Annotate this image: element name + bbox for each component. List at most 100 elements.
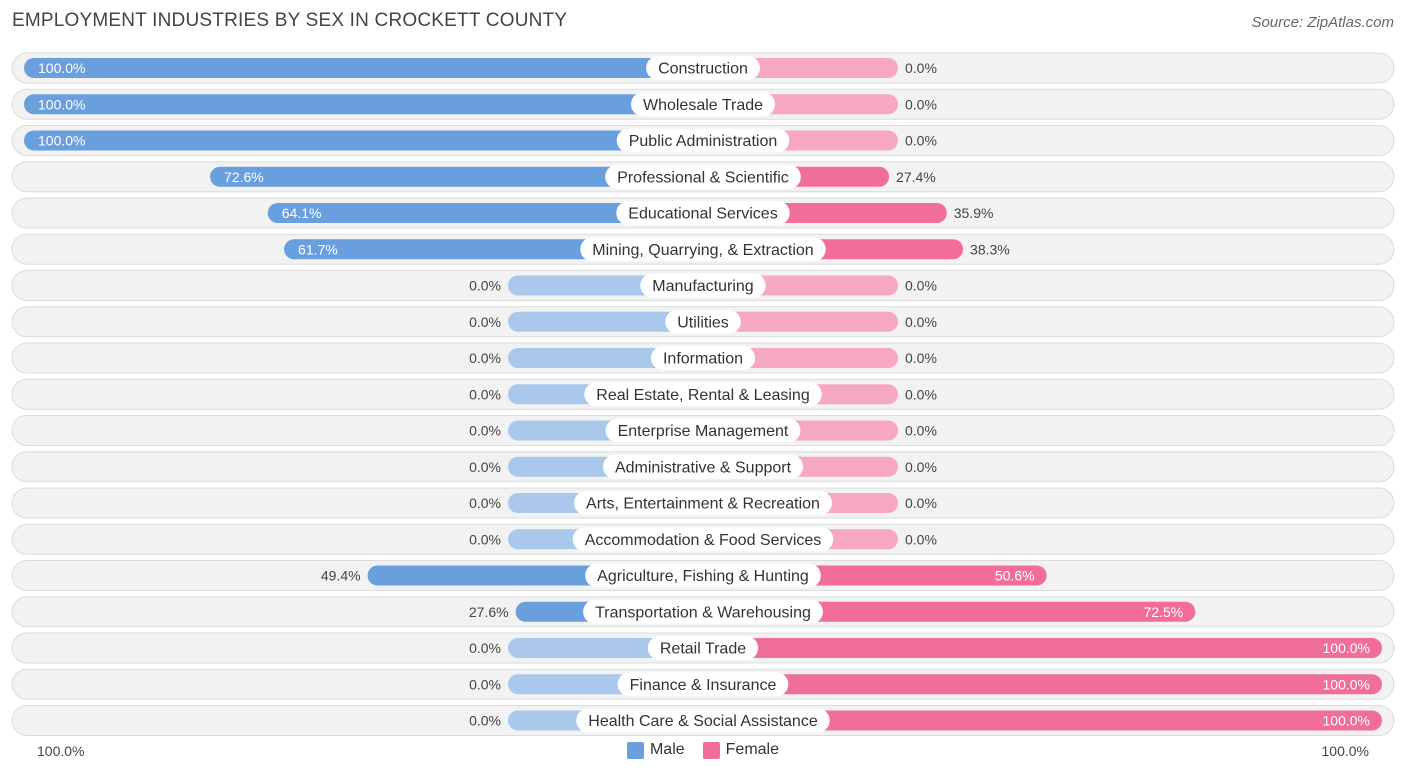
female-value-label: 100.0% (1323, 676, 1370, 692)
male-value-label: 0.0% (469, 676, 501, 692)
male-value-label: 64.1% (282, 205, 322, 221)
male-bar[interactable] (24, 94, 703, 115)
category-label-pill (616, 128, 790, 153)
female-value-label: 35.9% (954, 205, 994, 221)
female-bar[interactable] (703, 710, 1382, 731)
category-label: Enterprise Management (605, 418, 801, 443)
category-label: Health Care & Social Assistance (576, 708, 830, 733)
category-label-text: Manufacturing (652, 278, 753, 295)
category-label-pill (646, 56, 760, 80)
male-value-label: 0.0% (469, 459, 501, 475)
category-label: Manufacturing (640, 273, 766, 298)
legend: Male Female (0, 741, 1406, 759)
male-value-label: 0.0% (469, 531, 501, 547)
category-label: Wholesale Trade (630, 92, 776, 117)
female-value-label: 27.4% (896, 169, 936, 185)
male-bar[interactable] (24, 130, 703, 151)
category-label-text: Real Estate, Rental & Leasing (596, 387, 809, 404)
female-value-label: 0.0% (905, 350, 937, 366)
male-bar[interactable] (267, 203, 703, 223)
male-value-label: 0.0% (469, 386, 501, 402)
category-label: Transportation & Warehousing (583, 599, 823, 624)
category-label-pill (647, 636, 759, 660)
category-label: Public Administration (616, 128, 790, 153)
male-value-label: 27.6% (469, 604, 509, 620)
category-label-pill (630, 92, 776, 117)
female-value-label: 0.0% (905, 386, 937, 402)
category-label-text: Information (663, 351, 743, 368)
male-bar[interactable] (508, 311, 703, 332)
legend-label-male: Male (649, 741, 685, 758)
female-value-label: 100.0% (1323, 713, 1370, 729)
female-value-label: 0.0% (905, 423, 937, 439)
female-value-label: 100.0% (1323, 640, 1370, 656)
female-value-label: 0.0% (905, 96, 937, 112)
chart-title: EMPLOYMENT INDUSTRIES BY SEX IN CROCKETT… (12, 10, 568, 31)
category-label-text: Administrative & Support (615, 459, 792, 476)
legend-label-female: Female (725, 741, 780, 758)
category-label-pill (574, 491, 832, 515)
category-label-text: Wholesale Trade (643, 97, 763, 114)
category-label-text: Retail Trade (660, 641, 746, 658)
male-value-label: 100.0% (38, 60, 85, 76)
category-label: Real Estate, Rental & Leasing (584, 382, 822, 407)
category-label-text: Accommodation & Food Services (585, 532, 822, 549)
male-value-label: 61.7% (298, 241, 338, 257)
male-bar[interactable] (24, 58, 703, 78)
female-bar[interactable] (703, 601, 1196, 622)
male-value-label: 0.0% (469, 278, 501, 294)
category-label-text: Finance & Insurance (630, 677, 777, 694)
female-value-label: 0.0% (905, 133, 937, 149)
category-label-pill (605, 418, 801, 443)
category-label-text: Mining, Quarrying, & Extraction (592, 242, 813, 259)
category-label-pill (583, 599, 823, 624)
category-label: Utilities (665, 309, 741, 334)
male-value-label: 0.0% (469, 350, 501, 366)
female-value-label: 72.5% (1144, 604, 1184, 620)
male-bar[interactable] (210, 166, 703, 187)
male-value-label: 100.0% (38, 133, 85, 149)
female-value-label: 0.0% (905, 314, 937, 330)
female-bar[interactable] (703, 311, 898, 332)
category-label-pill (617, 672, 789, 697)
category-label-pill (585, 563, 821, 588)
category-label-text: Transportation & Warehousing (595, 604, 811, 621)
female-value-label: 38.3% (970, 241, 1010, 257)
category-label: Information (650, 346, 756, 370)
category-label-pill (584, 382, 822, 407)
female-value-label: 50.6% (995, 568, 1035, 584)
category-label: Accommodation & Food Services (572, 527, 834, 552)
category-label: Mining, Quarrying, & Extraction (580, 237, 826, 262)
male-value-label: 0.0% (469, 495, 501, 511)
legend-swatch-male (626, 741, 644, 759)
category-label-pill (616, 201, 790, 225)
category-label: Administrative & Support (602, 454, 804, 479)
male-value-label: 49.4% (321, 568, 361, 584)
legend-item-female[interactable]: Female (702, 741, 780, 759)
male-value-label: 0.0% (469, 423, 501, 439)
category-label-pill (572, 527, 834, 552)
category-label-text: Construction (658, 61, 748, 78)
female-value-label: 0.0% (905, 60, 937, 76)
category-label-pill (665, 309, 741, 334)
category-label-text: Professional & Scientific (617, 169, 789, 186)
category-label-pill (605, 164, 801, 189)
category-label-pill (576, 708, 830, 733)
category-label: Agriculture, Fishing & Hunting (585, 563, 821, 588)
category-label-pill (580, 237, 826, 262)
category-label: Retail Trade (647, 636, 759, 660)
female-value-label: 0.0% (905, 278, 937, 294)
category-label: Professional & Scientific (605, 164, 801, 189)
category-label-text: Public Administration (629, 133, 778, 150)
source-label: Source: ZipAtlas.com (1251, 14, 1394, 31)
male-value-label: 100.0% (38, 96, 85, 112)
category-label-text: Agriculture, Fishing & Hunting (597, 568, 809, 585)
legend-item-male[interactable]: Male (626, 741, 685, 759)
category-label-pill (602, 454, 804, 479)
male-value-label: 0.0% (469, 713, 501, 729)
category-label: Finance & Insurance (617, 672, 789, 697)
female-bar[interactable] (703, 638, 1382, 658)
category-label-text: Health Care & Social Assistance (588, 713, 818, 730)
female-bar[interactable] (703, 674, 1382, 695)
